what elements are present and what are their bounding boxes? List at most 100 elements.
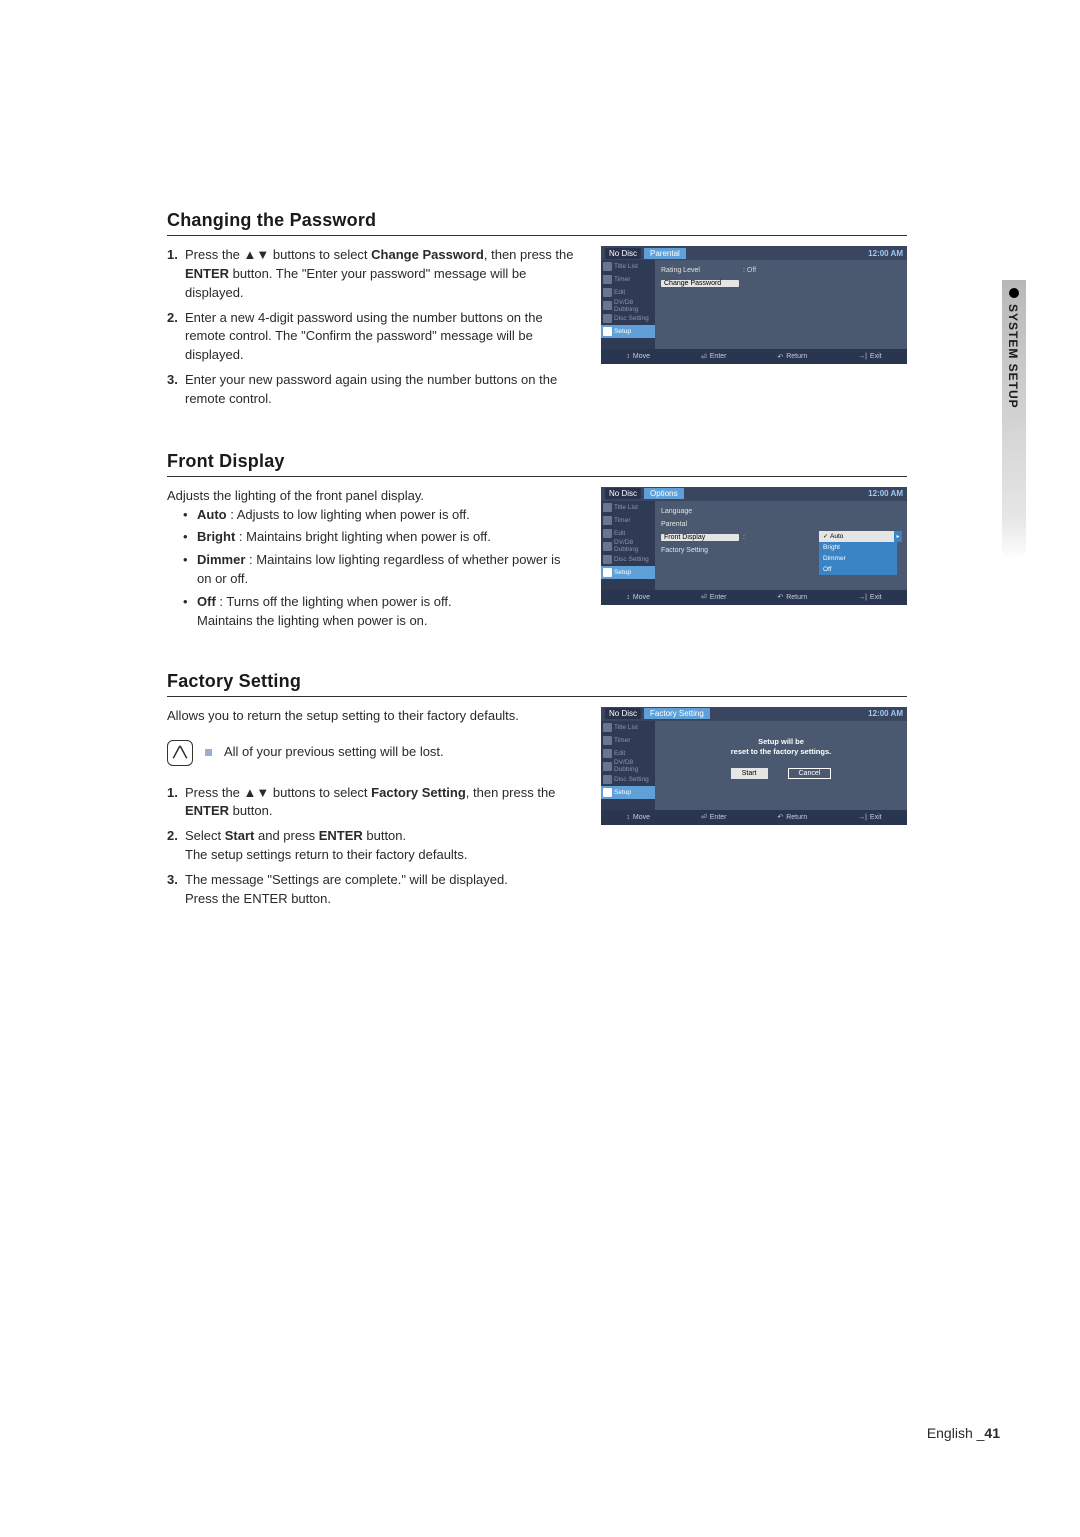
tv-nav-item: Disc Setting	[601, 773, 655, 786]
page-footer: English _41	[927, 1425, 1000, 1441]
tv-footer-item: ⏎Enter	[701, 813, 727, 821]
tv-nav-item: Title List	[601, 721, 655, 734]
nav-item-icon	[603, 736, 612, 745]
section-side-tab: SYSTEM SETUP	[1002, 280, 1026, 560]
heading-factory-setting: Factory Setting	[167, 671, 907, 697]
nodisc-badge: No Disc	[605, 708, 641, 719]
option-rating-level: Rating Level	[661, 267, 739, 274]
screenshot-factory: No Disc Factory Setting 12:00 AM Title L…	[601, 707, 907, 825]
tv-sidebar: Title ListTimerEditDV/D8 DubbingDisc Set…	[601, 260, 655, 349]
nav-item-icon	[603, 275, 612, 284]
tv-nav-item: Timer	[601, 734, 655, 747]
manual-page: Changing the Password 1. Press the ▲▼ bu…	[167, 210, 907, 915]
list-item: Auto : Adjusts to low lighting when powe…	[197, 506, 577, 525]
factory-message: Setup will be reset to the factory setti…	[661, 737, 901, 758]
tv-nav-item: Disc Setting	[601, 553, 655, 566]
tv-nav-item: Edit	[601, 286, 655, 299]
list-item: 2. Select Start and press ENTER button. …	[185, 827, 577, 865]
tv-option-item: Factory Setting	[661, 547, 739, 554]
tv-sidebar: Title ListTimerEditDV/D8 DubbingDisc Set…	[601, 721, 655, 810]
bullet-icon	[1009, 288, 1019, 298]
tv-sidebar: Title ListTimerEditDV/D8 DubbingDisc Set…	[601, 501, 655, 590]
clock-label: 12:00 AM	[868, 489, 903, 498]
list-item: Off : Turns off the lighting when power …	[197, 593, 577, 631]
tv-submenu-item: Dimmer	[819, 553, 897, 564]
tv-footer-item: ⏎Enter	[701, 353, 727, 361]
list-item: Dimmer : Maintains low lighting regardle…	[197, 551, 577, 589]
tv-nav-item: Edit	[601, 527, 655, 540]
tv-footer-item: ↶Return	[777, 353, 807, 361]
screenshot-options: No Disc Options 12:00 AM Title ListTimer…	[601, 487, 907, 605]
list-item: 3. The message "Settings are complete." …	[185, 871, 577, 909]
tv-cancel-button: Cancel	[788, 768, 832, 779]
tv-submenu-item: ✓Auto	[819, 531, 897, 542]
nav-item-icon	[603, 301, 612, 310]
factory-intro: Allows you to return the setup setting t…	[167, 707, 577, 726]
tv-footer-item: →|Exit	[858, 353, 882, 360]
nav-item-icon	[603, 288, 612, 297]
tv-option-item: Parental	[661, 521, 739, 528]
nodisc-badge: No Disc	[605, 488, 641, 499]
tv-submenu-item: Off	[819, 564, 897, 575]
tv-nav-item: Setup	[601, 325, 655, 338]
screen-title: Factory Setting	[644, 708, 710, 719]
nav-item-icon	[603, 516, 612, 525]
tv-nav-item: Title List	[601, 260, 655, 273]
tv-nav-item: Edit	[601, 747, 655, 760]
tv-footer: ↕Move⏎Enter↶Return→|Exit	[601, 590, 907, 605]
tv-footer-item: →|Exit	[858, 594, 882, 601]
list-item: 1. Press the ▲▼ buttons to select Change…	[185, 246, 577, 303]
tv-nav-item: Title List	[601, 501, 655, 514]
tv-footer-item: →|Exit	[858, 814, 882, 821]
tv-footer-item: ↕Move	[626, 353, 650, 360]
tv-nav-item: Setup	[601, 786, 655, 799]
nav-item-icon	[603, 542, 612, 551]
tv-footer-item: ↕Move	[626, 594, 650, 601]
list-item: 2. Enter a new 4-digit password using th…	[185, 309, 577, 366]
step-number: 1.	[167, 246, 178, 265]
note-bullet-icon	[205, 749, 212, 756]
submenu-arrow-icon: ▸	[894, 531, 902, 542]
nav-item-icon	[603, 775, 612, 784]
step-number: 1.	[167, 784, 178, 803]
tv-nav-item: Disc Setting	[601, 312, 655, 325]
nav-item-icon	[603, 555, 612, 564]
factory-steps: 1. Press the ▲▼ buttons to select Factor…	[167, 784, 577, 909]
nav-item-icon	[603, 314, 612, 323]
nav-item-icon	[603, 788, 612, 797]
nav-item-icon	[603, 262, 612, 271]
tv-nav-item: DV/D8 Dubbing	[601, 760, 655, 773]
note-icon	[167, 740, 193, 766]
step-number: 2.	[167, 827, 178, 846]
front-display-intro: Adjusts the lighting of the front panel …	[167, 487, 577, 506]
tv-nav-item: Timer	[601, 514, 655, 527]
nav-item-icon	[603, 749, 612, 758]
clock-label: 12:00 AM	[868, 249, 903, 258]
list-item: 1. Press the ▲▼ buttons to select Factor…	[185, 784, 577, 822]
tv-start-button: Start	[731, 768, 768, 779]
nav-item-icon	[603, 529, 612, 538]
tv-option-item: Front Display	[661, 534, 739, 541]
tv-nav-item: Setup	[601, 566, 655, 579]
note-text: All of your previous setting will be los…	[224, 743, 444, 762]
tv-footer: ↕Move⏎Enter↶Return→|Exit	[601, 810, 907, 825]
tv-submenu: ✓AutoBrightDimmerOff	[819, 531, 897, 575]
front-display-bullets: Auto : Adjusts to low lighting when powe…	[167, 506, 577, 631]
nav-item-icon	[603, 723, 612, 732]
screen-title: Parental	[644, 248, 686, 259]
tv-nav-item: DV/D8 Dubbing	[601, 540, 655, 553]
tv-nav-item: Timer	[601, 273, 655, 286]
nodisc-badge: No Disc	[605, 248, 641, 259]
step-number: 2.	[167, 309, 178, 328]
heading-changing-password: Changing the Password	[167, 210, 907, 236]
tv-footer-item: ⏎Enter	[701, 593, 727, 601]
tv-option-item: Language	[661, 508, 739, 515]
screenshot-parental: No Disc Parental 12:00 AM Title ListTime…	[601, 246, 907, 364]
list-item: 3. Enter your new password again using t…	[185, 371, 577, 409]
nav-item-icon	[603, 327, 612, 336]
clock-label: 12:00 AM	[868, 709, 903, 718]
option-change-password: Change Password	[661, 280, 739, 287]
tv-footer-item: ↕Move	[626, 814, 650, 821]
list-item: Bright : Maintains bright lighting when …	[197, 528, 577, 547]
nav-item-icon	[603, 568, 612, 577]
